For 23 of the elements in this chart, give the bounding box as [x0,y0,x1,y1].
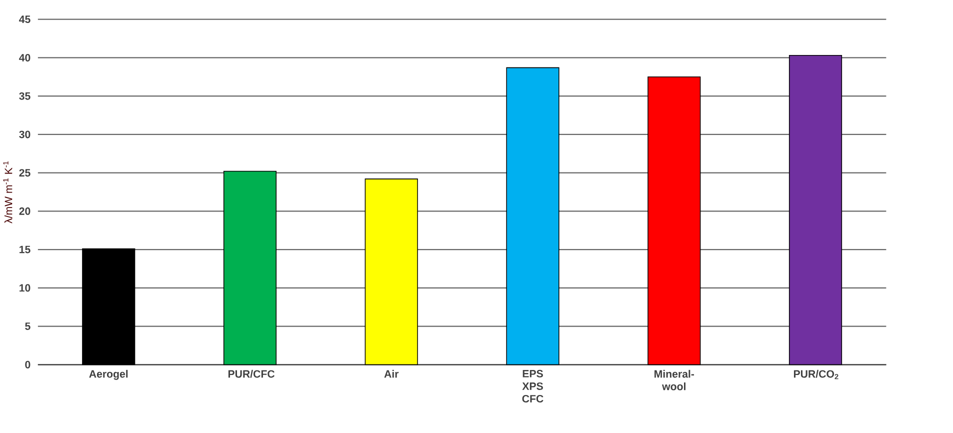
y-tick-label: 35 [19,92,30,100]
y-tick-label: 10 [20,284,30,292]
y-tick-label: 5 [25,322,30,330]
x-tick-label: Aerogel [89,370,128,380]
bar [82,248,136,365]
x-tick-label: EPS XPS CFC [522,370,544,402]
bar [788,54,842,365]
bar [648,76,701,365]
bar [223,170,277,365]
y-tick-label: 45 [19,16,30,23]
y-tick-label: 15 [20,246,30,254]
x-tick-label: Mineral-wool [654,370,694,390]
y-axis-title: λ/mW m$^{-1}$ K$^{-1}$ [3,161,12,224]
bar [364,178,418,365]
y-tick-label: 20 [19,207,30,215]
y-tick-label: 25 [19,168,30,176]
x-tick-label: PUR/CO$_{2}$ [794,370,838,380]
bar [506,67,560,365]
y-tick-label: 0 [25,360,30,368]
x-tick-label: PUR/CFC [228,370,275,378]
x-tick-label: Air [384,370,399,378]
y-tick-label: 30 [19,130,30,138]
y-tick-label: 40 [19,54,30,62]
